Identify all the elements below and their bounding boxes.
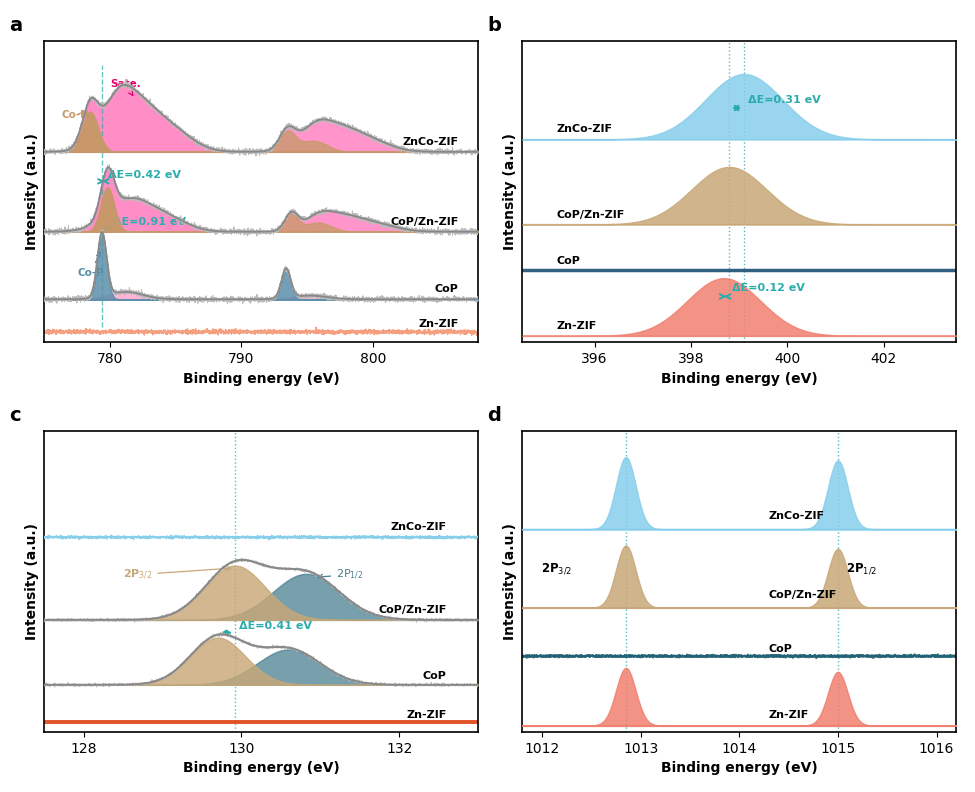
Text: Zn-ZIF: Zn-ZIF [556, 322, 597, 331]
Text: ZnCo-ZIF: ZnCo-ZIF [391, 522, 447, 532]
Text: 2P$_{1/2}$: 2P$_{1/2}$ [845, 562, 877, 577]
Text: CoP: CoP [423, 671, 447, 681]
X-axis label: Binding energy (eV): Binding energy (eV) [182, 761, 339, 775]
Text: ΔE=0.41 eV: ΔE=0.41 eV [239, 622, 312, 631]
Text: Co-N: Co-N [61, 110, 89, 120]
Y-axis label: Intensity (a.u.): Intensity (a.u.) [503, 523, 517, 640]
Text: CoP/Zn-ZIF: CoP/Zn-ZIF [378, 605, 447, 615]
Text: ZnCo-ZIF: ZnCo-ZIF [403, 137, 458, 147]
Text: c: c [10, 406, 21, 425]
Text: CoP: CoP [769, 644, 793, 654]
Text: CoP/Zn-ZIF: CoP/Zn-ZIF [556, 210, 624, 220]
Text: Sate.: Sate. [110, 79, 140, 95]
Text: ΔE=0.91 eV: ΔE=0.91 eV [113, 217, 185, 227]
Text: ΔE=0.12 eV: ΔE=0.12 eV [731, 284, 804, 293]
Text: 2P$_{3/2}$: 2P$_{3/2}$ [540, 562, 571, 577]
Text: ΔE=0.31 eV: ΔE=0.31 eV [748, 95, 821, 105]
X-axis label: Binding energy (eV): Binding energy (eV) [182, 371, 339, 386]
Text: d: d [488, 406, 501, 425]
Text: CoP: CoP [556, 256, 580, 266]
Y-axis label: Intensity (a.u.): Intensity (a.u.) [24, 523, 39, 640]
Text: ΔE=0.42 eV: ΔE=0.42 eV [108, 169, 181, 180]
Y-axis label: Intensity (a.u.): Intensity (a.u.) [503, 133, 517, 250]
Text: CoP/Zn-ZIF: CoP/Zn-ZIF [769, 590, 838, 600]
Text: Zn-ZIF: Zn-ZIF [407, 710, 447, 720]
Text: 2P$_{3/2}$: 2P$_{3/2}$ [123, 566, 231, 581]
Y-axis label: Intensity (a.u.): Intensity (a.u.) [24, 133, 39, 250]
Text: a: a [10, 16, 22, 35]
Text: CoP: CoP [435, 284, 458, 295]
Text: b: b [488, 16, 501, 35]
Text: CoP/Zn-ZIF: CoP/Zn-ZIF [390, 217, 458, 227]
Text: Co-P: Co-P [77, 253, 103, 278]
Text: 2P$_{1/2}$: 2P$_{1/2}$ [318, 568, 364, 581]
Text: Zn-ZIF: Zn-ZIF [418, 319, 458, 329]
Text: Zn-ZIF: Zn-ZIF [769, 710, 809, 720]
X-axis label: Binding energy (eV): Binding energy (eV) [661, 761, 818, 775]
Text: ZnCo-ZIF: ZnCo-ZIF [556, 124, 612, 134]
X-axis label: Binding energy (eV): Binding energy (eV) [661, 371, 818, 386]
Text: ZnCo-ZIF: ZnCo-ZIF [769, 512, 825, 521]
